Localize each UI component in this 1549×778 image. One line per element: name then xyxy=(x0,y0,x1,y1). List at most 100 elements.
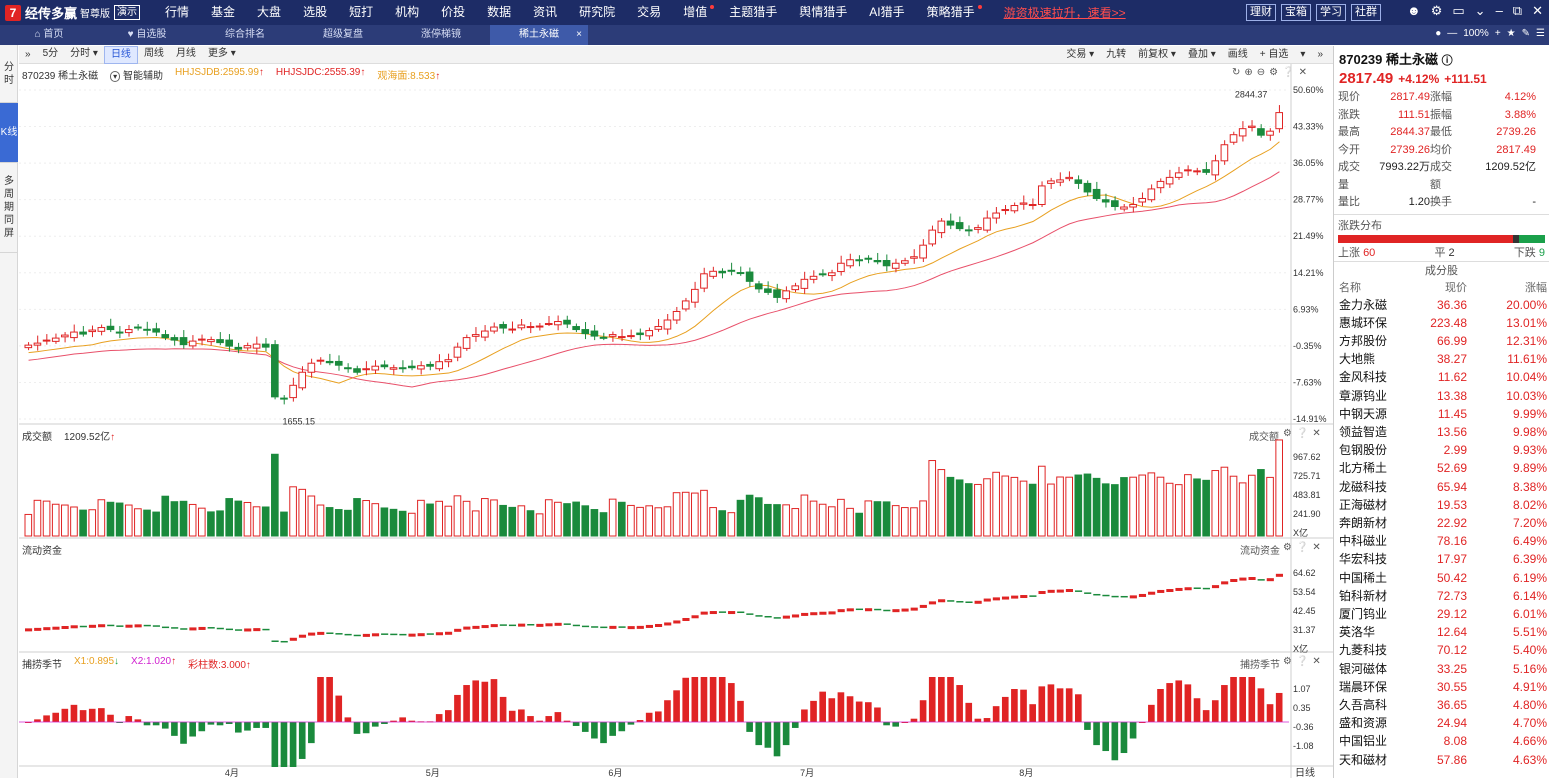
assist-toggle[interactable]: ▾ 智能辅助 xyxy=(110,67,163,82)
help-icon[interactable]: ❔ xyxy=(1295,428,1309,439)
component-row[interactable]: 惠城环保 223.48 13.01% xyxy=(1334,314,1549,332)
tab[interactable]: 超级复盘 xyxy=(294,25,392,45)
component-row[interactable]: 盛和资源 24.94 4.70% xyxy=(1334,714,1549,732)
toolbar-button[interactable]: 前复权 ▾ xyxy=(1138,49,1176,60)
menu-item[interactable]: 交易 xyxy=(637,5,662,19)
component-row[interactable]: 正海磁材 19.53 8.02% xyxy=(1334,496,1549,514)
component-row[interactable]: 中国稀土 50.42 6.19% xyxy=(1334,569,1549,587)
menu-item[interactable]: 选股 xyxy=(303,5,328,19)
component-row[interactable]: 章源钨业 13.38 10.03% xyxy=(1334,387,1549,405)
tab[interactable]: ⌂ 首页 xyxy=(0,25,98,45)
toolbar-button[interactable]: 交易 ▾ xyxy=(1066,49,1095,60)
period-button[interactable]: 月线 xyxy=(175,47,196,59)
component-row[interactable]: 英洛华 12.64 5.51% xyxy=(1334,623,1549,641)
close-icon[interactable]: ✕ xyxy=(1532,3,1543,18)
window-icon[interactable]: ▭ xyxy=(1452,3,1465,18)
menu-item[interactable]: 舆情猎手 xyxy=(799,5,848,19)
period-button[interactable]: 分时 ▾ xyxy=(70,47,98,59)
menu-item[interactable]: 价投 xyxy=(441,5,466,19)
component-row[interactable]: 中科磁业 78.16 6.49% xyxy=(1334,532,1549,550)
kline-chart[interactable]: 50.60% 43.33% 36.05% 28.77% 21.49% 14.21% 6.93… xyxy=(19,64,1333,778)
zoom-in-icon[interactable]: ⊕ xyxy=(1244,67,1253,78)
component-row[interactable]: 中钢天源 11.45 9.99% xyxy=(1334,405,1549,423)
promo-link[interactable]: 游资极速拉升，速看>> xyxy=(1003,6,1126,20)
help-icon[interactable]: ❔ xyxy=(1295,542,1309,553)
menu-item[interactable]: AI猎手 xyxy=(869,5,905,19)
toolbar-button[interactable]: + 自选 xyxy=(1259,49,1289,60)
close-icon[interactable]: ✕ xyxy=(1298,67,1307,78)
tab[interactable]: 综合排名 xyxy=(196,25,294,45)
top-button[interactable]: 社群 xyxy=(1351,4,1381,21)
period-button[interactable]: 日线 xyxy=(103,45,138,64)
help-icon[interactable]: ❔ xyxy=(1282,67,1295,78)
menu-item[interactable]: 资讯 xyxy=(533,5,558,19)
component-row[interactable]: 银河磁体 33.25 5.16% xyxy=(1334,660,1549,678)
pen-icon[interactable]: ✎ xyxy=(1521,28,1531,39)
menu-item[interactable]: 短打 xyxy=(349,5,374,19)
component-row[interactable]: 华宏科技 17.97 6.39% xyxy=(1334,550,1549,568)
restore-icon[interactable]: ⧉ xyxy=(1512,3,1523,18)
close-icon[interactable]: ✕ xyxy=(1312,428,1321,439)
menu-item[interactable]: 大盘 xyxy=(257,5,282,19)
help-icon[interactable]: ❔ xyxy=(1295,656,1309,667)
component-row[interactable]: 领益智造 13.56 9.98% xyxy=(1334,423,1549,441)
close-icon[interactable]: × xyxy=(576,29,582,40)
menu-item[interactable]: 机构 xyxy=(395,5,420,19)
top-button[interactable]: 宝箱 xyxy=(1281,4,1311,21)
period-button[interactable]: 5分 xyxy=(42,47,59,59)
minimize-icon[interactable]: – xyxy=(1495,3,1503,18)
gear-icon[interactable]: ⚙ xyxy=(1283,428,1292,439)
component-row[interactable]: 方邦股份 66.99 12.31% xyxy=(1334,332,1549,350)
info-icon[interactable]: ● xyxy=(1435,28,1442,39)
component-row[interactable]: 中国铝业 8.08 4.66% xyxy=(1334,732,1549,750)
menu-item[interactable]: 行情 xyxy=(165,5,190,19)
toolbar-button[interactable]: 九转 xyxy=(1106,49,1127,60)
component-row[interactable]: 金力永磁 36.36 20.00% xyxy=(1334,296,1549,314)
component-row[interactable]: 铂科新材 72.73 6.14% xyxy=(1334,587,1549,605)
gear-icon[interactable]: ⚙ xyxy=(1283,542,1292,553)
toolbar-button[interactable]: ▾ xyxy=(1300,49,1306,60)
gear-icon[interactable]: ⚙ xyxy=(1430,3,1443,18)
period-button[interactable]: 周线 xyxy=(143,47,164,59)
toolbar-button[interactable]: 画线 xyxy=(1227,49,1248,60)
component-row[interactable]: 瑞晨环保 30.55 4.91% xyxy=(1334,678,1549,696)
star-icon[interactable]: ★ xyxy=(1506,28,1516,39)
component-row[interactable]: 北方稀土 52.69 9.89% xyxy=(1334,459,1549,477)
zoom-in-icon[interactable]: + xyxy=(1494,28,1501,39)
close-icon[interactable]: ✕ xyxy=(1312,542,1321,553)
component-row[interactable]: 厦门钨业 29.12 6.01% xyxy=(1334,605,1549,623)
info-icon[interactable]: ⓘ xyxy=(1441,55,1453,67)
refresh-icon[interactable]: ↻ xyxy=(1232,67,1241,78)
toolbar-button[interactable]: » xyxy=(1317,49,1323,60)
component-row[interactable]: 金风科技 11.62 10.04% xyxy=(1334,368,1549,386)
col-change[interactable]: 涨幅 xyxy=(1525,281,1547,294)
component-row[interactable]: 久吾高科 36.65 4.80% xyxy=(1334,696,1549,714)
gear-icon[interactable]: ⚙ xyxy=(1269,67,1279,78)
tab[interactable]: 稀土永磁 × xyxy=(490,25,588,45)
toolbar-button[interactable]: 叠加 ▾ xyxy=(1187,49,1216,60)
menu-item[interactable]: 主题猎手 xyxy=(729,5,778,19)
settings-icon[interactable]: ☰ xyxy=(1536,28,1545,39)
rail-item[interactable]: 多周期同屏 xyxy=(0,163,18,253)
rail-item[interactable]: 分时 xyxy=(0,45,18,103)
component-row[interactable]: 奔朗新材 22.92 7.20% xyxy=(1334,514,1549,532)
menu-item[interactable]: 数据 xyxy=(487,5,512,19)
top-button[interactable]: 学习 xyxy=(1316,4,1346,21)
rail-item[interactable]: K线 xyxy=(0,103,18,163)
gear-icon[interactable]: ⚙ xyxy=(1283,656,1292,667)
collapse-button[interactable]: » xyxy=(25,48,31,60)
component-row[interactable]: 九菱科技 70.12 5.40% xyxy=(1334,641,1549,659)
tab[interactable]: ♥ 自选股 xyxy=(98,25,196,45)
menu-item[interactable]: 策略猎手 xyxy=(916,0,986,25)
component-row[interactable]: 大地熊 38.27 11.61% xyxy=(1334,350,1549,368)
zoom-out-icon[interactable]: — xyxy=(1447,28,1458,39)
period-button[interactable]: 更多 ▾ xyxy=(207,47,236,59)
col-name[interactable]: 名称 xyxy=(1339,281,1361,294)
top-button[interactable]: 理财 xyxy=(1246,4,1276,21)
col-price[interactable]: 现价 xyxy=(1445,281,1467,294)
menu-item[interactable]: 研究院 xyxy=(579,5,616,19)
dropdown-icon[interactable]: ⌄ xyxy=(1474,3,1486,18)
component-row[interactable]: 龙磁科技 65.94 8.38% xyxy=(1334,478,1549,496)
component-row[interactable]: 天和磁材 57.86 4.63% xyxy=(1334,751,1549,769)
component-row[interactable]: 包钢股份 2.99 9.93% xyxy=(1334,441,1549,459)
